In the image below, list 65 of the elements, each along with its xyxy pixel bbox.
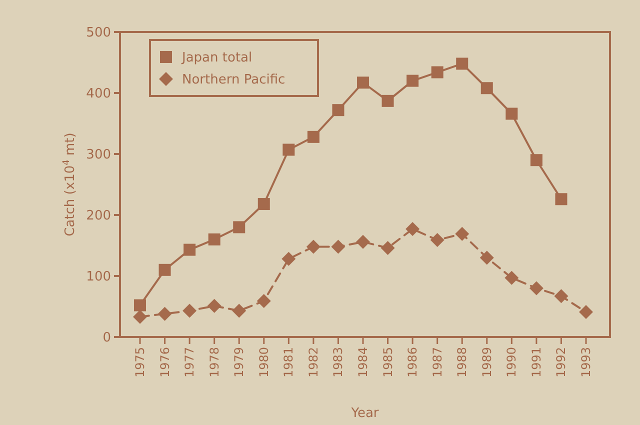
point	[555, 193, 568, 206]
point	[331, 240, 346, 254]
point	[158, 264, 171, 276]
x-tick-label: 1984	[356, 347, 370, 378]
point	[158, 306, 172, 321]
point	[380, 240, 395, 255]
point	[356, 234, 370, 249]
point	[506, 108, 518, 120]
point	[530, 154, 542, 166]
point	[430, 233, 444, 248]
point	[455, 226, 470, 241]
x-tick-label: 1985	[380, 347, 395, 378]
y-tick-label: 400	[86, 86, 111, 102]
point	[233, 221, 246, 234]
point	[406, 222, 420, 236]
point	[480, 250, 494, 265]
x-tick-label: 1981	[282, 347, 296, 378]
point	[431, 66, 444, 78]
point	[207, 298, 222, 313]
x-tick-label: 1989	[480, 347, 494, 378]
point	[554, 289, 568, 304]
point	[134, 299, 146, 312]
x-axis-title: Year	[350, 406, 380, 421]
x-tick-label: 1975	[133, 347, 147, 378]
x-tick-label: 1988	[455, 347, 470, 378]
point	[282, 144, 295, 156]
point	[258, 198, 270, 210]
point	[208, 233, 220, 246]
point	[256, 294, 271, 308]
x-tick-label: 1993	[579, 347, 593, 378]
x-tick-label: 1986	[406, 347, 420, 378]
x-tick-label: 1987	[430, 347, 444, 378]
point	[456, 58, 468, 70]
x-tick-label: 1990	[504, 347, 519, 378]
point	[232, 304, 246, 318]
point	[184, 244, 196, 256]
point	[133, 310, 147, 324]
y-tick-label: 300	[86, 148, 111, 163]
point	[480, 82, 493, 94]
y-tick-label: 200	[86, 208, 111, 224]
x-tick-label: 1982	[306, 347, 320, 378]
point	[504, 270, 519, 285]
x-tick-label: 1983	[331, 347, 346, 378]
x-tick-label: 1979	[232, 347, 246, 378]
y-tick-label: 100	[86, 270, 111, 285]
point	[579, 304, 593, 319]
x-tick-label: 1978	[207, 347, 222, 378]
legend-label: Japan total	[181, 50, 252, 66]
x-tick-label: 1980	[256, 347, 271, 378]
legend-label: Northern Pacific	[182, 72, 286, 88]
point	[406, 74, 419, 87]
x-tick-label: 1992	[554, 347, 568, 378]
x-tick-label: 1977	[182, 347, 197, 378]
point	[307, 130, 320, 143]
point	[332, 104, 344, 116]
x-tick-label: 1991	[529, 347, 544, 378]
point	[529, 281, 544, 296]
point	[282, 252, 296, 266]
point	[382, 94, 394, 107]
y-tick-label: 500	[86, 26, 111, 41]
point	[306, 240, 320, 254]
y-tick-label: 0	[102, 330, 111, 346]
point	[182, 304, 197, 318]
point	[357, 76, 369, 89]
x-tick-label: 1976	[158, 347, 172, 378]
